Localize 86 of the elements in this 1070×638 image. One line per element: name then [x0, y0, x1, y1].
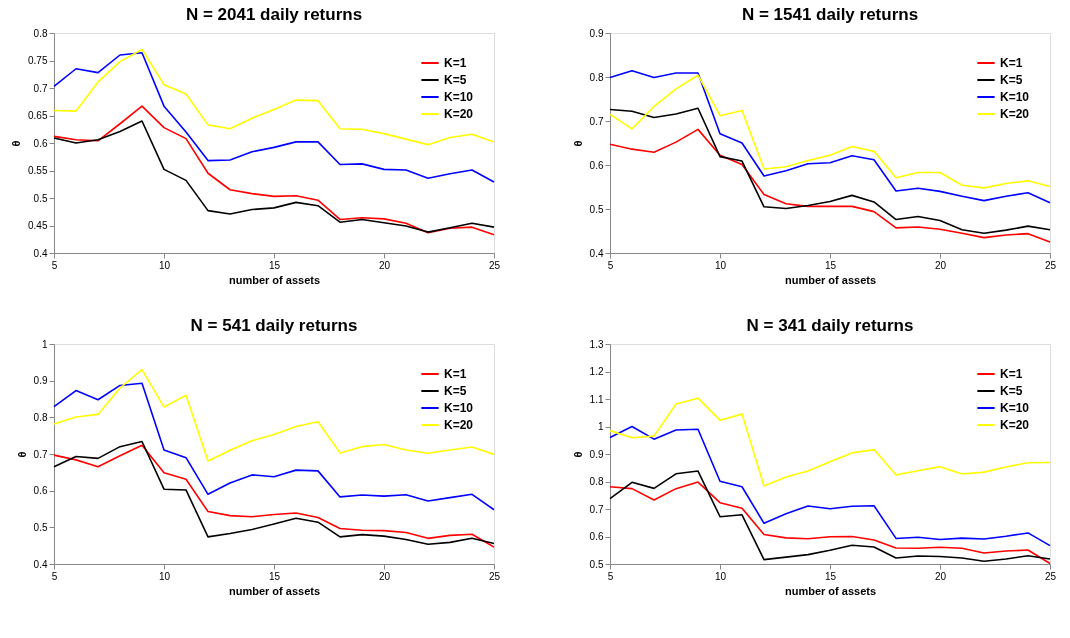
- y-tick-label: 1: [41, 338, 48, 350]
- legend-label: K=5: [1000, 73, 1023, 87]
- y-tick-label: 0.5: [589, 558, 604, 570]
- legend-label: K=20: [1000, 107, 1030, 121]
- y-tick-label: 0.6: [33, 485, 48, 497]
- y-axis-title: θ: [571, 451, 584, 458]
- legend-label: K=20: [1000, 418, 1030, 432]
- legend-label: K=10: [1000, 90, 1030, 104]
- x-tick-label: 20: [378, 259, 391, 271]
- y-tick-label: 0.6: [589, 531, 604, 542]
- x-tick-label: 10: [158, 570, 171, 582]
- y-tick-label: 0.4: [33, 558, 48, 570]
- x-tick-label: 5: [607, 259, 614, 271]
- y-axis-title: θ: [571, 140, 584, 147]
- line-series: [609, 397, 1051, 487]
- x-tick-label: 25: [488, 259, 501, 271]
- legend-label: K=20: [444, 418, 474, 432]
- legend-label: K=1: [444, 367, 467, 381]
- chart-title: N = 1541 daily returns: [741, 5, 919, 24]
- y-tick-label: 0.7: [589, 503, 604, 515]
- legend-label: K=10: [444, 90, 474, 104]
- x-tick-label: 25: [488, 570, 501, 582]
- x-tick-label: 5: [607, 570, 614, 582]
- x-tick-label: 20: [378, 570, 391, 582]
- y-tick-label: 0.7: [33, 448, 48, 460]
- chart-title: N = 541 daily returns: [190, 316, 358, 335]
- x-tick-label: 20: [934, 570, 947, 582]
- y-tick-label: 0.45: [28, 220, 48, 231]
- y-tick-label: 1.1: [589, 393, 604, 405]
- x-tick-label: 10: [714, 259, 727, 271]
- legend-label: K=10: [1000, 401, 1030, 415]
- x-tick-label: 15: [268, 259, 281, 271]
- y-tick-label: 0.5: [33, 192, 48, 204]
- x-tick-label: 15: [824, 259, 837, 271]
- y-tick-label: 0.6: [33, 137, 48, 149]
- line-series: [609, 107, 1051, 234]
- y-tick-label: 0.4: [33, 247, 48, 259]
- x-axis-title: number of assets: [784, 273, 877, 286]
- y-tick-label: 0.9: [589, 448, 604, 460]
- y-tick-label: 0.8: [33, 27, 48, 39]
- x-tick-label: 10: [158, 259, 171, 271]
- y-tick-label: 0.55: [28, 165, 48, 176]
- x-tick-label: 25: [1044, 570, 1057, 582]
- x-tick-label: 25: [1044, 259, 1057, 271]
- y-tick-label: 0.9: [589, 27, 604, 39]
- line-series: [53, 52, 495, 183]
- x-tick-label: 5: [51, 570, 58, 582]
- line-series: [53, 48, 495, 146]
- y-axis-title: θ: [10, 140, 23, 147]
- y-tick-label: 0.75: [28, 55, 48, 66]
- y-tick-label: 0.7: [33, 82, 48, 94]
- legend-label: K=10: [444, 401, 474, 415]
- x-axis-title: number of assets: [228, 584, 321, 597]
- x-tick-label: 15: [268, 570, 281, 582]
- chart-title: N = 2041 daily returns: [185, 5, 363, 24]
- y-tick-label: 0.7: [589, 115, 604, 127]
- legend-label: K=5: [444, 384, 467, 398]
- y-tick-label: 0.65: [28, 110, 48, 121]
- x-axis-title: number of assets: [784, 584, 877, 597]
- x-tick-label: 5: [51, 259, 58, 271]
- line-series: [53, 368, 495, 462]
- y-tick-label: 0.8: [589, 71, 604, 83]
- legend-label: K=5: [1000, 384, 1023, 398]
- x-tick-label: 15: [824, 570, 837, 582]
- legend-label: K=1: [1000, 56, 1023, 70]
- legend-label: K=20: [444, 107, 474, 121]
- chart-title: N = 341 daily returns: [746, 316, 914, 335]
- y-tick-label: 1.3: [589, 338, 604, 350]
- y-tick-label: 0.5: [589, 203, 604, 215]
- y-tick-label: 0.8: [589, 476, 604, 487]
- line-series: [609, 128, 1051, 243]
- y-tick-label: 0.5: [33, 521, 48, 533]
- x-tick-label: 20: [934, 259, 947, 271]
- y-tick-label: 0.4: [589, 247, 604, 259]
- legend-label: K=5: [444, 73, 467, 87]
- y-tick-label: 0.6: [589, 159, 604, 171]
- x-tick-label: 10: [714, 570, 727, 582]
- y-tick-label: 0.9: [33, 375, 48, 387]
- x-axis-title: number of assets: [228, 273, 321, 286]
- y-tick-label: 1.2: [589, 366, 604, 377]
- line-series: [53, 382, 495, 511]
- y-tick-label: 1: [597, 421, 604, 432]
- y-axis-title: θ: [15, 451, 28, 458]
- y-tick-label: 0.8: [33, 411, 48, 423]
- legend-label: K=1: [1000, 367, 1023, 381]
- legend-label: K=1: [444, 56, 467, 70]
